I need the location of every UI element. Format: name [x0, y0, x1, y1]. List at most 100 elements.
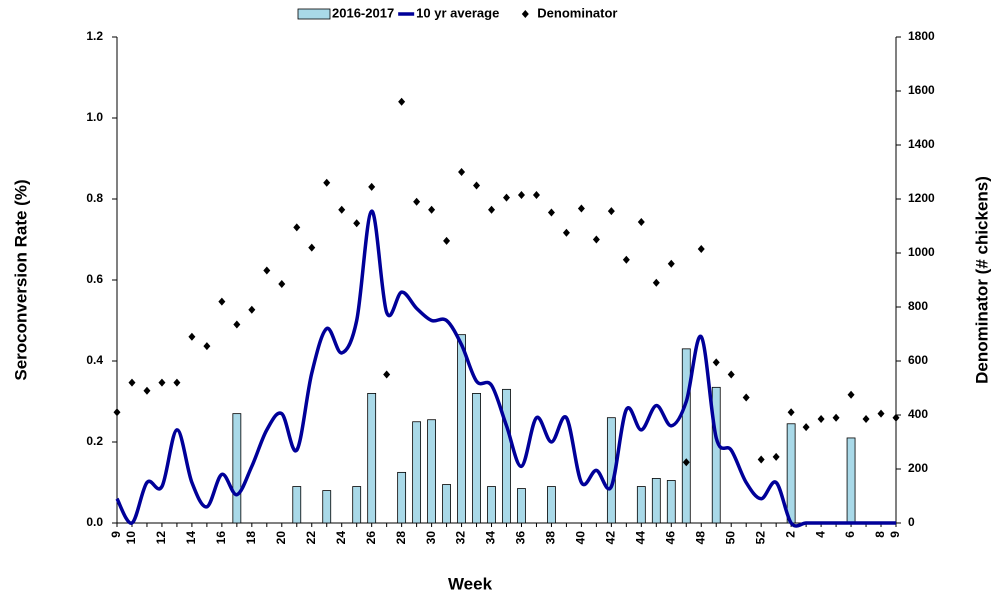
- bar: [352, 486, 362, 524]
- point: [757, 455, 765, 464]
- y2-tick-label: 600: [908, 353, 928, 367]
- point: [128, 378, 136, 387]
- point: [233, 320, 241, 329]
- x-tick-label: 52: [753, 531, 767, 545]
- point: [877, 409, 885, 418]
- bar: [292, 486, 302, 524]
- point: [727, 370, 735, 379]
- legend-label: 10 yr average: [416, 5, 499, 20]
- x-tick-label: 4: [813, 531, 827, 538]
- x-tick-label: 40: [574, 531, 588, 545]
- line: [115, 209, 896, 528]
- point: [338, 205, 346, 214]
- point: [278, 280, 286, 289]
- point: [413, 197, 421, 206]
- x-tick-label: 50: [723, 531, 737, 545]
- point: [263, 266, 271, 275]
- point: [742, 393, 750, 402]
- y2-tick-label: 1400: [908, 137, 935, 151]
- point: [158, 378, 166, 387]
- x-tick-label: 6: [843, 531, 857, 538]
- bar: [322, 490, 332, 524]
- point: [383, 370, 391, 379]
- point: [622, 255, 630, 264]
- point: [847, 390, 855, 399]
- x-tick-label: 9: [109, 531, 123, 538]
- point: [652, 278, 660, 287]
- point: [637, 217, 645, 226]
- x-tick-label: 26: [364, 531, 378, 545]
- y-tick-label: 0.2: [86, 434, 103, 448]
- x-tick-label: 8: [873, 531, 887, 538]
- x-tick-label: 36: [514, 531, 528, 545]
- x-axis-title: Week: [448, 574, 493, 593]
- bar: [711, 386, 721, 524]
- bar: [397, 471, 407, 524]
- y2-tick-label: 1000: [908, 245, 935, 259]
- point: [532, 190, 540, 199]
- bar: [487, 486, 496, 524]
- point: [398, 97, 406, 106]
- x-tick-label: 38: [544, 531, 558, 545]
- point: [113, 408, 121, 417]
- x-tick-label: 28: [394, 531, 408, 545]
- point: [862, 415, 870, 424]
- point: [592, 235, 600, 244]
- x-tick-label: 16: [214, 531, 228, 545]
- x-tick-label: 9: [888, 531, 902, 538]
- point: [248, 305, 256, 314]
- point: [488, 205, 496, 214]
- point: [577, 204, 585, 213]
- point: [473, 181, 481, 190]
- y-tick-label: 0.0: [86, 515, 103, 529]
- legend-swatch: [521, 10, 529, 18]
- point: [443, 236, 451, 245]
- bar: [502, 388, 511, 524]
- legend-label: Denominator: [537, 5, 617, 20]
- x-tick-label: 14: [184, 531, 198, 545]
- point: [517, 190, 525, 199]
- y2-tick-label: 1600: [908, 83, 935, 97]
- y2-tick-label: 800: [908, 299, 928, 313]
- point: [458, 168, 466, 176]
- point: [607, 207, 615, 216]
- bar: [651, 478, 661, 524]
- y2-tick-label: 200: [908, 461, 928, 475]
- y-tick-label: 1.0: [86, 110, 103, 124]
- y2-tick-label: 400: [908, 407, 928, 421]
- point: [682, 458, 690, 467]
- bar: [666, 480, 676, 524]
- point: [667, 259, 675, 268]
- point: [323, 178, 331, 187]
- point: [802, 423, 810, 432]
- bar: [517, 488, 526, 524]
- y-axis-title: Seroconversion Rate (%): [11, 179, 30, 380]
- legend-swatch: [297, 8, 331, 20]
- point: [697, 244, 705, 253]
- y-tick-label: 0.8: [86, 191, 103, 205]
- x-tick-label: 10: [124, 531, 138, 545]
- point: [817, 415, 825, 424]
- bar: [427, 419, 436, 524]
- y2-axis-title: Denominator (# chickens): [972, 176, 991, 384]
- point: [308, 243, 316, 252]
- point: [353, 219, 361, 228]
- y-tick-label: 0.4: [86, 353, 103, 367]
- y2-tick-label: 1200: [908, 191, 935, 205]
- y-tick-label: 1.2: [86, 29, 103, 43]
- x-tick-label: 46: [663, 531, 677, 545]
- x-tick-label: 2: [783, 531, 797, 538]
- point: [368, 182, 376, 191]
- x-tick-label: 42: [604, 531, 618, 545]
- bar: [442, 484, 451, 524]
- point: [218, 297, 226, 306]
- point: [562, 228, 570, 237]
- point: [547, 208, 555, 217]
- x-tick-label: 34: [484, 531, 498, 545]
- x-tick-label: 12: [154, 531, 168, 545]
- bar: [457, 334, 466, 524]
- y2-tick-label: 1800: [908, 29, 935, 43]
- x-tick-label: 20: [274, 531, 288, 545]
- point: [293, 223, 301, 232]
